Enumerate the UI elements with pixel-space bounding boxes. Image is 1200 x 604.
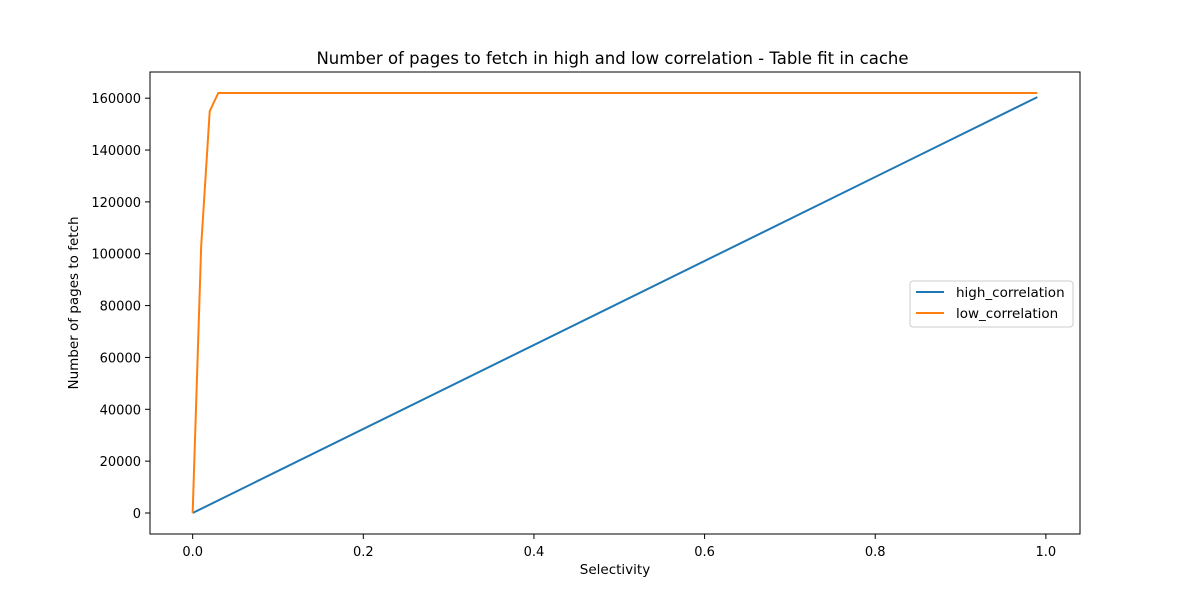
x-axis-label: Selectivity <box>580 562 650 578</box>
x-tick-label: 0.6 <box>694 545 715 560</box>
y-axis-ticks: 0 20000 40000 60000 80000 100000 120000 140000 1… <box>91 92 150 522</box>
x-tick-label: 0.2 <box>353 545 374 560</box>
legend-box <box>909 280 1074 328</box>
x-tick-label: 1.0 <box>1036 545 1057 560</box>
series-line-high-correlation <box>192 96 1038 514</box>
series-line-low-correlation <box>191 92 1038 514</box>
y-tick-label: 40000 <box>100 403 141 418</box>
chart-title: Number of pages to fetch in high and low… <box>316 49 908 68</box>
x-tick-label: 0.8 <box>865 545 886 560</box>
x-tick-label: 0.0 <box>182 545 203 560</box>
y-axis-label: Number of pages to fetch <box>66 216 82 389</box>
plot-frame <box>149 71 1081 535</box>
y-tick-label: 80000 <box>100 300 141 315</box>
y-tick-label: 0 <box>133 507 141 522</box>
series-layer <box>191 92 1038 514</box>
y-tick-label: 140000 <box>91 144 141 159</box>
legend-label-low-correlation: low_correlation <box>956 306 1058 322</box>
legend-label-high-correlation: high_correlation <box>956 285 1065 301</box>
y-tick-label: 20000 <box>100 455 141 470</box>
legend: high_correlation low_correlation <box>909 280 1074 328</box>
y-tick-label: 160000 <box>91 92 141 107</box>
x-axis-ticks: 0.0 0.2 0.4 0.6 0.8 1.0 <box>182 534 1056 560</box>
y-tick-label: 100000 <box>91 248 141 263</box>
y-tick-label: 60000 <box>100 351 141 366</box>
x-tick-label: 0.4 <box>524 545 545 560</box>
y-tick-label: 120000 <box>91 196 141 211</box>
